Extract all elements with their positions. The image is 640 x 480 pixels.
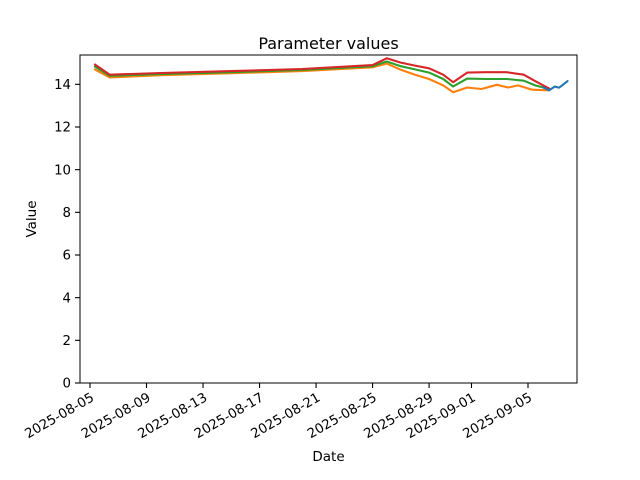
y-tick-label: 6	[63, 249, 71, 264]
y-tick-label: 12	[54, 121, 71, 136]
y-tick-label: 0	[63, 377, 71, 392]
y-tick-label: 4	[63, 291, 71, 306]
plot-area-border	[79, 54, 578, 384]
y-tick-label: 14	[54, 78, 71, 93]
blue-line	[542, 80, 569, 92]
green-line	[93, 60, 551, 91]
x-axis-label: Date	[312, 449, 344, 465]
y-axis-label: Value	[24, 200, 40, 237]
y-axis-ticks: 0 2 4 6 8 10 12 14	[54, 78, 80, 392]
y-tick-label: 8	[63, 206, 71, 221]
plot-lines	[93, 57, 569, 94]
y-tick-label: 10	[54, 163, 71, 178]
y-tick-label: 2	[63, 334, 71, 349]
red-line	[93, 57, 551, 90]
chart-title: Parameter values	[258, 34, 398, 53]
